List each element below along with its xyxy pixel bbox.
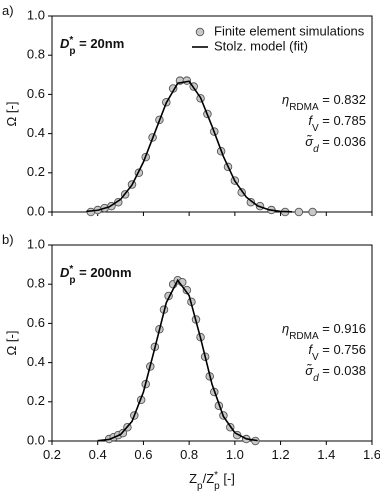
y-tick-label: 0.4 bbox=[27, 354, 45, 369]
y-tick-label: 0.0 bbox=[27, 203, 45, 218]
text-segment: V bbox=[312, 123, 319, 134]
parameter-annotation: σ̃d = 0.036 bbox=[305, 134, 366, 155]
y-tick-label: 0.0 bbox=[27, 432, 45, 447]
model-line bbox=[97, 278, 258, 442]
y-tick-label: 0.8 bbox=[27, 276, 45, 291]
text-segment: D bbox=[60, 265, 70, 280]
text-segment: [-] bbox=[220, 471, 235, 486]
text-segment: d bbox=[313, 144, 319, 155]
x-tick-label: 1.2 bbox=[272, 447, 290, 462]
data-point bbox=[308, 207, 317, 217]
text-segment: p bbox=[69, 275, 75, 286]
text-segment: V bbox=[312, 352, 319, 363]
y-tick-label: 0.6 bbox=[27, 315, 45, 330]
size-label: D* p = 20nm bbox=[60, 35, 124, 57]
text-segment: = 0.756 bbox=[319, 342, 366, 357]
text-segment: p bbox=[197, 481, 203, 492]
text-segment: = 0.785 bbox=[319, 113, 366, 128]
parameter-annotation: fV = 0.756 bbox=[308, 342, 366, 363]
text-segment: D bbox=[60, 36, 70, 51]
y-tick-label: 0.2 bbox=[27, 164, 45, 179]
parameter-annotation: ηRDMA = 0.832 bbox=[282, 92, 366, 113]
text-segment: = 0.916 bbox=[319, 321, 366, 336]
text-segment: = 0.832 bbox=[319, 92, 366, 107]
text-segment: /Z bbox=[203, 471, 215, 486]
text-segment: p bbox=[214, 481, 220, 492]
data-point bbox=[182, 285, 192, 295]
legend-marker bbox=[195, 27, 205, 37]
x-tick-label: 1.6 bbox=[363, 447, 380, 462]
text-segment: * bbox=[69, 264, 73, 275]
text-segment: p bbox=[69, 46, 75, 57]
y-tick-label: 0.8 bbox=[27, 47, 45, 62]
text-segment: = 0.038 bbox=[319, 363, 366, 378]
y-tick-label: 1.0 bbox=[27, 7, 45, 22]
legend-label: Stolz. model (fit) bbox=[214, 38, 308, 53]
parameter-annotation: fV = 0.785 bbox=[308, 113, 366, 134]
x-tick-label: 0.8 bbox=[180, 447, 198, 462]
legend-label: Finite element simulations bbox=[214, 23, 365, 38]
plot-frame bbox=[51, 244, 373, 442]
data-point bbox=[294, 207, 304, 217]
y-tick-label: 0.6 bbox=[27, 86, 45, 101]
text-segment: = 20nm bbox=[76, 36, 125, 51]
size-label: D* p = 200nm bbox=[60, 264, 132, 286]
data-point bbox=[246, 197, 256, 207]
x-tick-label: 0.4 bbox=[89, 447, 107, 462]
y-tick-label: 1.0 bbox=[27, 236, 45, 251]
text-segment: * bbox=[214, 470, 218, 481]
x-tick-label: 1.0 bbox=[226, 447, 244, 462]
x-axis-label: Zp/Z* p [-] bbox=[189, 470, 235, 492]
text-segment: f bbox=[308, 342, 313, 357]
y-tick-label: 0.2 bbox=[27, 393, 45, 408]
x-tick-label: 0.6 bbox=[134, 447, 152, 462]
model-line bbox=[86, 80, 293, 213]
text-segment: d bbox=[313, 373, 319, 384]
text-segment: RDMA bbox=[289, 331, 319, 342]
y-tick-label: 0.4 bbox=[27, 125, 45, 140]
panel-label: b) bbox=[2, 232, 14, 247]
text-segment: * bbox=[69, 35, 73, 46]
x-tick-label: 0.2 bbox=[43, 447, 61, 462]
text-segment: Z bbox=[189, 471, 197, 486]
text-segment: η bbox=[282, 92, 289, 107]
y-axis-label: Ω [-] bbox=[4, 331, 19, 356]
text-segment: RDMA bbox=[289, 102, 319, 113]
y-axis-label: Ω [-] bbox=[4, 102, 19, 127]
panel-label: a) bbox=[2, 3, 14, 18]
plot-frame bbox=[51, 15, 373, 213]
parameter-annotation: ηRDMA = 0.916 bbox=[282, 321, 366, 342]
text-segment: = 0.036 bbox=[319, 134, 366, 149]
text-segment: f bbox=[308, 113, 313, 128]
text-segment: η bbox=[282, 321, 289, 336]
x-tick-label: 1.4 bbox=[317, 447, 335, 462]
text-segment: σ̃ bbox=[305, 134, 314, 149]
text-segment: σ̃ bbox=[305, 363, 314, 378]
text-segment: = 200nm bbox=[76, 265, 132, 280]
parameter-annotation: σ̃d = 0.038 bbox=[305, 363, 366, 384]
